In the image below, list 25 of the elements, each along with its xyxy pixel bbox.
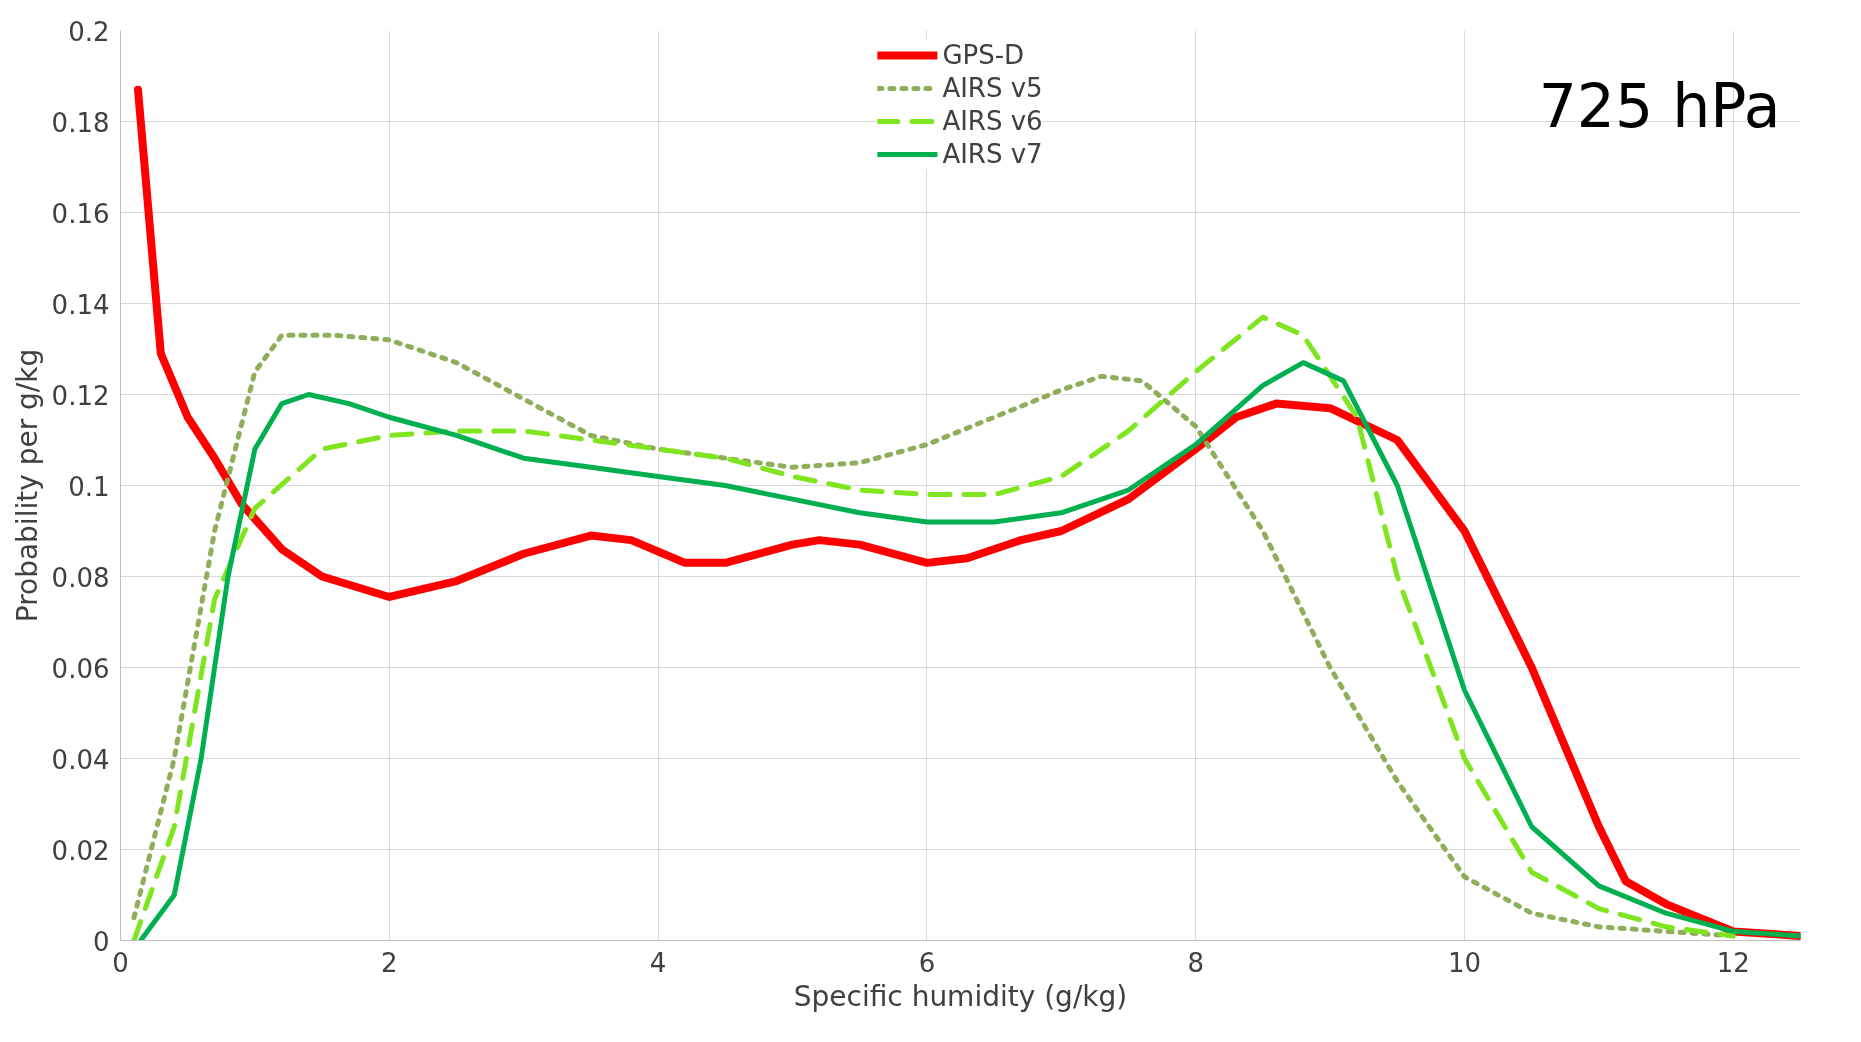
x-tick-label: 2: [381, 947, 398, 978]
y-tick-label: 0.04: [51, 744, 110, 775]
x-tick-label: 10: [1447, 947, 1482, 978]
y-tick-label: 0.06: [51, 653, 110, 684]
x-tick-label: 4: [649, 947, 667, 978]
y-axis-title: Probability per g/kg: [10, 348, 44, 623]
y-tick-label: 0.14: [51, 289, 110, 320]
x-tick-label: 6: [918, 947, 936, 978]
y-tick-label: 0.18: [51, 107, 110, 138]
y-tick-label: 0: [92, 926, 110, 957]
y-tick-label: 0.16: [51, 198, 110, 229]
y-tick-label: 0.12: [51, 380, 110, 411]
y-tick-label: 0.02: [51, 835, 110, 866]
y-tick-label: 0.1: [68, 471, 110, 502]
y-tick-label: 0.2: [68, 16, 110, 47]
legend-label: AIRS v5: [942, 73, 1043, 103]
x-tick-label: 12: [1716, 947, 1750, 978]
x-tick-label: 8: [1187, 947, 1204, 978]
legend-label: GPS-D: [942, 40, 1025, 70]
annotation: 725 hPa: [1538, 70, 1781, 141]
x-tick-label: 0: [112, 947, 129, 978]
y-tick-label: 0.08: [51, 562, 110, 593]
legend-label: AIRS v7: [942, 139, 1043, 169]
x-axis-title: Specific humidity (g/kg): [793, 979, 1128, 1013]
legend-label: AIRS v6: [942, 106, 1043, 136]
